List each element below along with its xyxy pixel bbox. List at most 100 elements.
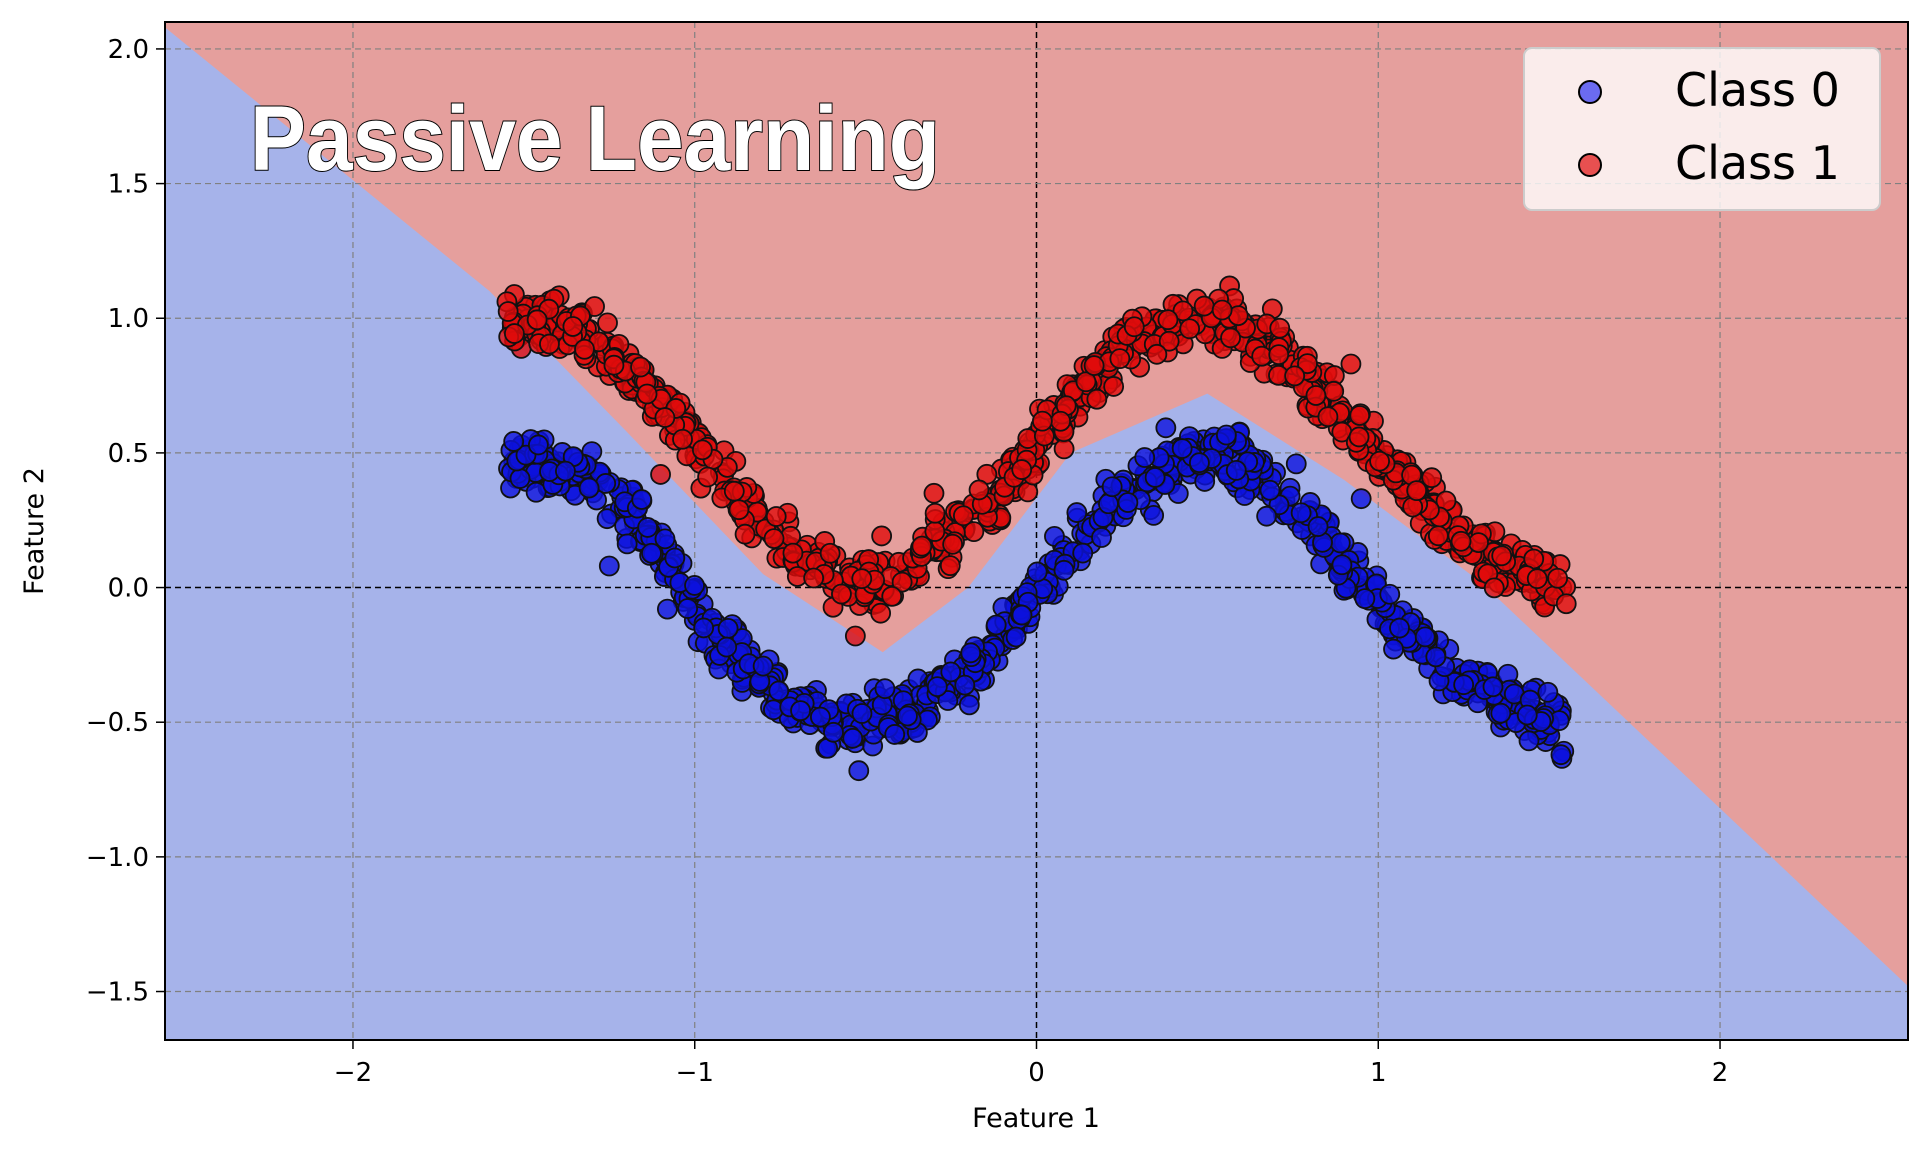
- data-point-class-0: [884, 724, 906, 745]
- data-point-class-0: [1256, 505, 1278, 527]
- data-point-class-1: [1179, 318, 1201, 340]
- data-point-class-0: [1134, 447, 1156, 468]
- data-point-class-0: [823, 721, 844, 743]
- data-point-class-1: [831, 583, 852, 605]
- data-point-class-1: [851, 568, 873, 590]
- data-point-class-1: [597, 312, 618, 334]
- data-point-class-0: [1331, 554, 1353, 576]
- data-point-class-0: [1215, 424, 1237, 446]
- data-point-class-0: [1383, 638, 1404, 660]
- data-point-class-0: [1143, 504, 1165, 526]
- data-point-class-0: [1425, 646, 1447, 668]
- x-tick-label: −1: [676, 1058, 714, 1088]
- data-point-class-0: [1490, 702, 1512, 724]
- x-tick-label: −2: [334, 1058, 372, 1088]
- legend-label-class-0: Class 0: [1675, 63, 1840, 117]
- data-point-class-1: [1323, 380, 1345, 402]
- data-point-class-1: [782, 542, 804, 564]
- data-point-class-1: [1421, 467, 1443, 489]
- data-point-class-0: [790, 700, 811, 722]
- y-tick-label: −1.5: [86, 978, 149, 1008]
- data-point-class-1: [1251, 345, 1273, 367]
- data-point-class-0: [1350, 488, 1372, 510]
- x-axis-label: Feature 1: [972, 1103, 1100, 1134]
- data-point-class-1: [1158, 330, 1180, 352]
- data-point-class-1: [1297, 353, 1318, 374]
- data-point-class-0: [1329, 532, 1351, 554]
- data-point-class-1: [1305, 385, 1327, 406]
- data-point-class-1: [923, 482, 945, 504]
- legend-marker-class-1: [1578, 153, 1602, 177]
- data-point-class-0: [717, 617, 739, 639]
- y-tick-label: −1.0: [86, 843, 149, 873]
- data-point-class-0: [654, 528, 676, 550]
- legend-label-class-1: Class 1: [1675, 136, 1840, 190]
- data-point-class-1: [1268, 344, 1290, 366]
- data-point-class-0: [693, 617, 715, 639]
- data-point-class-0: [1259, 479, 1281, 501]
- axis-ticks: −2 −1 0 1 2 −1.5 −1.0 −0.5 0.0 0.5 1.0 1.5 2.0: [86, 35, 1728, 1088]
- data-point-class-1: [911, 535, 933, 557]
- data-point-class-0: [1290, 502, 1312, 524]
- data-point-class-0: [1066, 502, 1088, 523]
- data-point-class-0: [874, 678, 896, 700]
- data-point-class-1: [526, 309, 548, 331]
- data-point-class-1: [672, 428, 693, 450]
- data-point-class-0: [631, 489, 653, 510]
- data-point-class-1: [1011, 459, 1033, 480]
- data-point-class-1: [503, 323, 525, 344]
- data-point-class-1: [1211, 299, 1233, 321]
- data-point-class-0: [503, 431, 525, 452]
- data-point-class-0: [555, 460, 576, 482]
- data-point-class-0: [527, 434, 549, 456]
- data-point-class-1: [881, 585, 903, 607]
- data-point-class-1: [891, 571, 913, 593]
- data-point-class-0: [1225, 459, 1247, 481]
- data-point-class-1: [1146, 343, 1168, 365]
- data-point-class-1: [562, 316, 584, 337]
- data-point-class-0: [1379, 583, 1401, 605]
- legend: Class 0 Class 1: [1523, 47, 1881, 211]
- data-point-class-0: [1188, 452, 1210, 474]
- data-point-class-1: [942, 533, 964, 555]
- y-tick-label: 1.0: [108, 304, 149, 334]
- data-point-class-1: [952, 505, 974, 527]
- data-point-class-1: [1053, 438, 1075, 460]
- data-point-class-1: [871, 525, 893, 547]
- data-point-class-0: [842, 727, 864, 749]
- data-point-class-1: [765, 506, 787, 527]
- data-point-class-0: [1117, 492, 1139, 513]
- data-point-class-1: [1172, 300, 1194, 322]
- data-point-class-0: [1005, 626, 1027, 648]
- data-point-class-0: [1091, 527, 1112, 548]
- data-point-class-1: [1317, 406, 1339, 428]
- data-point-class-1: [1427, 525, 1449, 547]
- data-point-class-0: [1155, 417, 1177, 439]
- data-point-class-1: [654, 407, 676, 428]
- data-point-class-0: [1072, 542, 1094, 564]
- data-point-class-1: [1123, 316, 1145, 338]
- x-tick-label: 2: [1712, 1058, 1729, 1088]
- data-point-class-0: [598, 555, 620, 577]
- data-point-class-1: [1220, 327, 1241, 349]
- data-point-class-0: [752, 655, 774, 677]
- x-tick-label: 0: [1028, 1058, 1045, 1088]
- data-point-class-1: [1284, 365, 1306, 387]
- y-tick-label: −0.5: [86, 708, 149, 738]
- data-point-class-1: [803, 567, 825, 589]
- data-point-class-0: [1026, 561, 1048, 583]
- data-point-class-1: [968, 479, 990, 501]
- data-point-class-1: [497, 301, 519, 322]
- data-point-class-0: [960, 642, 982, 664]
- data-point-class-0: [1307, 516, 1329, 537]
- data-point-class-0: [1354, 588, 1376, 610]
- data-point-class-0: [940, 661, 962, 683]
- data-point-class-0: [985, 614, 1007, 636]
- data-point-class-0: [509, 468, 531, 489]
- data-point-class-0: [1144, 467, 1166, 488]
- data-point-class-1: [630, 356, 651, 378]
- x-tick-label: 1: [1370, 1058, 1387, 1088]
- data-point-class-1: [1031, 410, 1053, 432]
- data-point-class-1: [1103, 376, 1125, 397]
